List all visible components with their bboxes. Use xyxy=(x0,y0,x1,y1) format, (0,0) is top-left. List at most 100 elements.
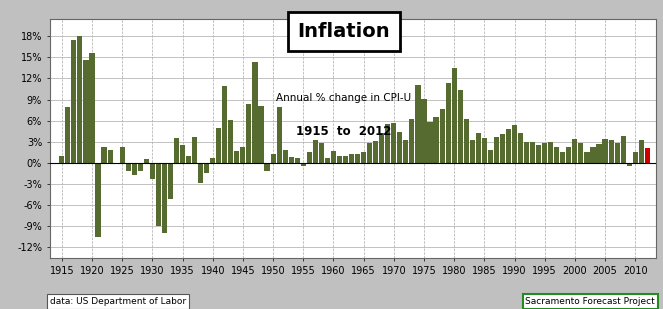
Bar xyxy=(247,104,251,163)
Bar xyxy=(240,147,245,163)
Bar xyxy=(186,156,191,163)
Bar xyxy=(638,140,644,163)
Bar xyxy=(644,148,650,163)
Bar xyxy=(584,152,589,163)
Text: 1915  to  2012: 1915 to 2012 xyxy=(296,125,392,138)
Bar xyxy=(144,159,149,163)
Bar xyxy=(379,133,385,163)
Bar xyxy=(428,122,432,163)
Bar xyxy=(288,157,294,163)
Bar xyxy=(373,141,379,163)
Bar xyxy=(228,120,233,163)
Bar xyxy=(440,109,445,163)
Bar xyxy=(385,124,391,163)
Bar xyxy=(578,143,583,163)
Bar xyxy=(518,133,523,163)
Bar xyxy=(259,106,264,163)
Bar xyxy=(349,154,354,163)
Bar xyxy=(457,90,463,163)
Bar xyxy=(162,163,167,233)
Bar xyxy=(633,152,638,163)
Bar xyxy=(446,83,451,163)
Bar xyxy=(403,140,408,163)
Text: Sacramento Forecast Project: Sacramento Forecast Project xyxy=(525,297,655,306)
Bar xyxy=(591,147,595,163)
Bar xyxy=(463,119,469,163)
Bar xyxy=(476,133,481,163)
Bar xyxy=(95,163,101,237)
Bar xyxy=(168,163,173,199)
Bar xyxy=(132,163,137,175)
Bar xyxy=(150,163,155,179)
Bar xyxy=(204,163,210,173)
Bar xyxy=(548,142,554,163)
Text: data: US Department of Labor: data: US Department of Labor xyxy=(50,297,186,306)
Bar xyxy=(192,137,197,163)
Bar xyxy=(615,142,620,163)
Bar xyxy=(282,150,288,163)
Bar xyxy=(307,152,312,163)
Bar xyxy=(530,142,535,163)
Text: Inflation: Inflation xyxy=(298,22,391,41)
Bar xyxy=(222,86,227,163)
Bar xyxy=(331,151,336,163)
Bar xyxy=(397,132,402,163)
Bar xyxy=(494,137,499,163)
Bar xyxy=(319,143,324,163)
Bar xyxy=(560,152,566,163)
Bar xyxy=(355,154,360,163)
Bar xyxy=(536,145,541,163)
Bar xyxy=(488,150,493,163)
Bar xyxy=(253,61,257,163)
Bar xyxy=(512,125,517,163)
Bar xyxy=(271,154,276,163)
Bar xyxy=(216,128,221,163)
Bar xyxy=(434,117,439,163)
Bar xyxy=(542,143,547,163)
Bar xyxy=(452,68,457,163)
Bar xyxy=(210,158,215,163)
Bar xyxy=(572,139,577,163)
Bar xyxy=(234,151,239,163)
Bar xyxy=(337,156,342,163)
Bar xyxy=(566,147,572,163)
Text: Annual % change in CPI-U: Annual % change in CPI-U xyxy=(276,93,412,103)
Bar xyxy=(65,107,70,163)
Bar xyxy=(469,140,475,163)
Bar xyxy=(627,163,632,166)
Bar xyxy=(609,140,614,163)
Bar xyxy=(416,86,420,163)
Bar xyxy=(313,140,318,163)
Bar xyxy=(500,134,505,163)
Bar xyxy=(265,163,270,171)
Bar xyxy=(343,156,348,163)
Bar xyxy=(391,123,396,163)
Bar xyxy=(409,119,414,163)
Bar xyxy=(125,163,131,171)
Bar xyxy=(422,99,426,163)
Bar xyxy=(84,60,88,163)
Bar xyxy=(554,147,560,163)
Bar xyxy=(301,163,306,166)
Bar xyxy=(482,138,487,163)
Bar xyxy=(156,163,161,226)
Bar xyxy=(59,156,64,163)
Bar xyxy=(367,142,372,163)
Bar xyxy=(119,147,125,163)
Bar xyxy=(621,136,626,163)
Bar xyxy=(72,40,76,163)
Bar xyxy=(276,107,282,163)
Bar xyxy=(198,163,203,183)
Bar xyxy=(78,36,82,163)
Bar xyxy=(90,53,95,163)
Bar xyxy=(524,142,529,163)
Bar xyxy=(361,152,366,163)
Bar xyxy=(107,150,113,163)
Bar xyxy=(597,144,601,163)
Bar xyxy=(294,158,300,163)
Bar xyxy=(325,158,330,163)
Bar xyxy=(101,147,107,163)
Bar xyxy=(506,129,511,163)
Bar xyxy=(174,138,179,163)
Bar xyxy=(180,145,185,163)
